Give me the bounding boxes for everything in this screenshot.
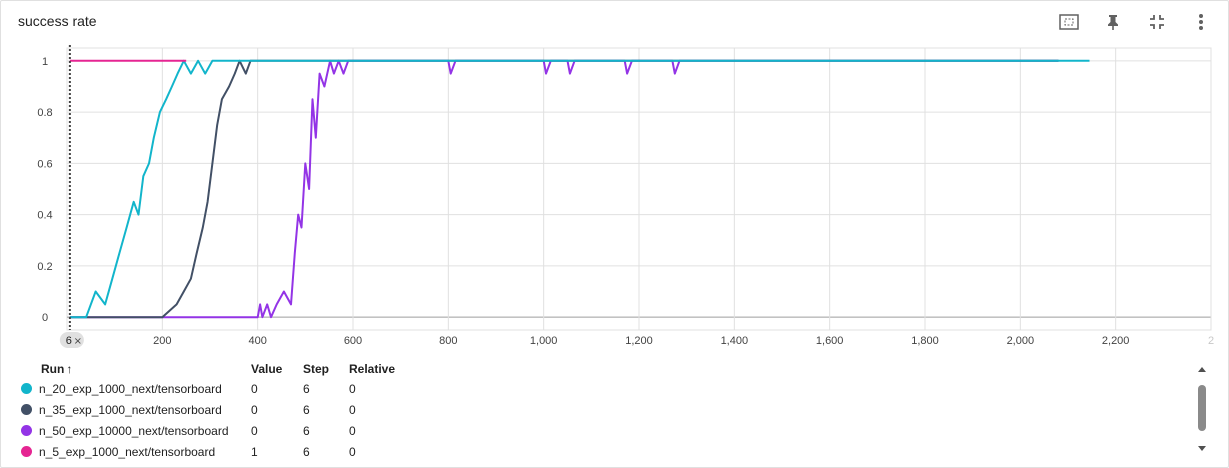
run-color-dot — [21, 446, 32, 457]
fit-domain-button[interactable] — [1058, 11, 1080, 33]
card-title: success rate — [18, 13, 97, 29]
run-name: n_35_exp_1000_next/tensorboard — [39, 402, 222, 417]
x-tick-label: 1,800 — [911, 335, 939, 347]
y-tick-label: 0 — [42, 312, 48, 324]
card-toolbar — [1058, 11, 1212, 33]
run-name: n_50_exp_10000_next/tensorboard — [39, 423, 229, 438]
run-relative: 0 — [349, 423, 356, 438]
run-value: 0 — [251, 381, 258, 396]
table-row[interactable]: n_5_exp_1000_next/tensorboard 1 6 0 — [21, 441, 1181, 462]
series-line[interactable] — [69, 59, 1059, 319]
run-header-label: Run — [41, 362, 65, 376]
y-tick-label: 0.4 — [37, 210, 52, 222]
y-tick-label: 0.2 — [37, 261, 52, 273]
more-options-button[interactable] — [1190, 11, 1212, 33]
run-name: n_5_exp_1000_next/tensorboard — [39, 444, 216, 459]
run-color-dot — [21, 425, 32, 436]
step-cursor[interactable]: 6 × — [59, 45, 84, 348]
run-relative: 0 — [349, 381, 356, 396]
scroll-up-icon[interactable] — [1198, 367, 1206, 372]
run-relative: 0 — [349, 444, 356, 459]
run-step: 6 — [303, 402, 310, 417]
x-axis-labels: 02004006008001,0001,2001,4001,6001,8002,… — [64, 335, 1214, 347]
x-tick-label: 1,600 — [816, 335, 844, 347]
run-color-dot — [21, 404, 32, 415]
more-vert-icon — [1199, 14, 1203, 30]
step-cursor-chip[interactable] — [59, 332, 84, 348]
series-line[interactable] — [69, 59, 1090, 319]
run-name: n_20_exp_1000_next/tensorboard — [39, 381, 222, 396]
run-value: 0 — [251, 423, 258, 438]
close-icon[interactable]: × — [74, 336, 82, 347]
step-cursor-label: 6 — [66, 335, 72, 347]
scroll-thumb[interactable] — [1198, 385, 1206, 431]
x-tick-label: 800 — [439, 335, 457, 347]
run-step: 6 — [303, 423, 310, 438]
step-column-header[interactable]: Step — [303, 362, 330, 376]
x-tick-label: 1,000 — [530, 335, 558, 347]
value-column-header[interactable]: Value — [251, 362, 283, 376]
run-step: 6 — [303, 444, 310, 459]
table-row[interactable]: n_50_exp_10000_next/tensorboard 0 6 0 — [21, 420, 1181, 441]
pin-button[interactable] — [1102, 11, 1124, 33]
x-tick-label: 200 — [153, 335, 171, 347]
run-value: 0 — [251, 402, 258, 417]
x-tick-label: 2 — [1208, 335, 1214, 347]
sort-arrow-icon: ↑ — [66, 362, 73, 376]
x-tick-label: 1,200 — [625, 335, 653, 347]
run-color-dot — [21, 383, 32, 394]
x-tick-label: 2,000 — [1007, 335, 1035, 347]
run-step: 6 — [303, 381, 310, 396]
series-lines — [69, 59, 1090, 319]
pin-icon — [1108, 15, 1118, 30]
table-scrollbar[interactable] — [1196, 365, 1208, 453]
runs-table: Run ↑ Value Step Relative n_20_exp_1000_… — [21, 360, 1181, 462]
fit-domain-icon — [1059, 14, 1079, 30]
runs-table-header: Run ↑ Value Step Relative — [21, 360, 1181, 378]
scroll-down-icon[interactable] — [1198, 446, 1206, 451]
y-tick-label: 1 — [42, 56, 48, 68]
collapse-icon — [1150, 15, 1164, 29]
run-relative: 0 — [349, 402, 356, 417]
x-tick-label: 400 — [248, 335, 266, 347]
x-tick-label: 1,400 — [721, 335, 749, 347]
run-value: 1 — [251, 444, 258, 459]
y-axis-labels: 0 0.2 0.4 0.6 0.8 1 — [37, 56, 52, 324]
x-tick-label: 600 — [344, 335, 362, 347]
collapse-button[interactable] — [1146, 11, 1168, 33]
y-tick-label: 0.6 — [37, 158, 52, 170]
y-tick-label: 0.8 — [37, 107, 52, 119]
relative-column-header[interactable]: Relative — [349, 362, 396, 376]
x-tick-label: 2,200 — [1102, 335, 1130, 347]
table-row[interactable]: n_20_exp_1000_next/tensorboard 0 6 0 — [21, 378, 1181, 399]
line-chart[interactable]: 0 0.2 0.4 0.6 0.8 1 0 200 400 600 800 1,000 1,200 1,… — [1, 41, 1229, 351]
table-row[interactable]: n_35_exp_1000_next/tensorboard 0 6 0 — [21, 399, 1181, 420]
run-column-header[interactable]: Run ↑ — [21, 362, 251, 376]
